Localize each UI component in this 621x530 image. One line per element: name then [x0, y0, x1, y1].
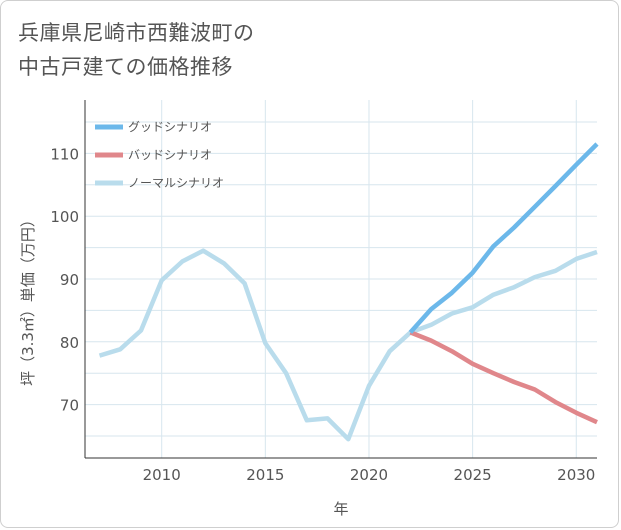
chart-title: 兵庫県尼崎市西難波町の 中古戸建ての価格推移 [18, 21, 255, 79]
y-tick-label: 100 [50, 208, 79, 226]
legend-label: ノーマルシナリオ [128, 176, 224, 190]
series-line [408, 142, 599, 334]
x-tick-label: 2030 [557, 466, 595, 484]
tick-labels: 70 80 90 100 110 2010 2015 2020 2025 2030 [50, 145, 595, 484]
y-tick-label: 110 [50, 145, 79, 163]
x-axis-label: 年 [333, 500, 348, 518]
legend-label: グッドシナリオ [128, 120, 212, 134]
y-tick-label: 80 [60, 334, 79, 352]
axes [84, 100, 597, 459]
x-tick-label: 2015 [246, 466, 284, 484]
series-line [409, 330, 598, 425]
x-tick-label: 2025 [454, 466, 492, 484]
legend-label: バッドシナリオ [128, 148, 212, 162]
y-axis-label: 坪（3.3㎡）単価（万円） [19, 212, 37, 386]
y-tick-label: 70 [60, 397, 79, 415]
series-lines [98, 142, 599, 442]
x-tick-label: 2010 [143, 466, 181, 484]
x-tick-label: 2020 [350, 466, 388, 484]
y-tick-label: 90 [60, 271, 79, 289]
series-line [98, 248, 598, 442]
